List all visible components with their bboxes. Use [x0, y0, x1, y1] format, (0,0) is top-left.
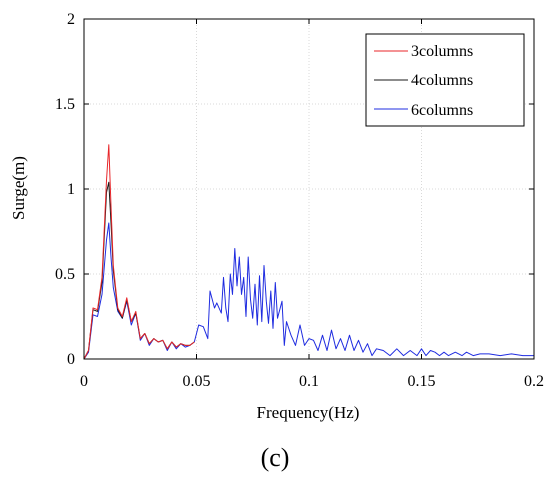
- x-axis-label: Frequency(Hz): [257, 403, 360, 422]
- legend-label-3columns: 3columns: [411, 43, 473, 60]
- tick-labels: 0 0.05 0.1 0.15 0.2 0 0.5 1 1.5 2: [55, 11, 544, 390]
- series-line-3columns: [83, 144, 195, 360]
- y-tick-label: 1: [67, 181, 75, 198]
- x-tick-label: 0.05: [183, 373, 211, 390]
- figure-caption: (c): [261, 443, 290, 472]
- legend-label-6columns: 6columns: [411, 102, 473, 119]
- y-tick-label: 1.5: [55, 96, 75, 113]
- y-tick-label: 0: [67, 351, 75, 368]
- y-tick-label: 2: [67, 11, 75, 28]
- x-tick-label: 0.2: [524, 373, 544, 390]
- y-axis-label: Surge(m): [9, 156, 28, 220]
- x-tick-label: 0: [80, 373, 88, 390]
- axis-ticks: [83, 18, 535, 360]
- series-lines: [83, 144, 534, 360]
- legend: 3columns 4columns 6columns: [365, 33, 525, 127]
- series-line-6columns: [83, 222, 534, 360]
- x-tick-label: 0.15: [408, 373, 436, 390]
- legend-label-4columns: 4columns: [411, 72, 473, 89]
- x-tick-label: 0.1: [299, 373, 319, 390]
- y-tick-label: 0.5: [55, 266, 75, 283]
